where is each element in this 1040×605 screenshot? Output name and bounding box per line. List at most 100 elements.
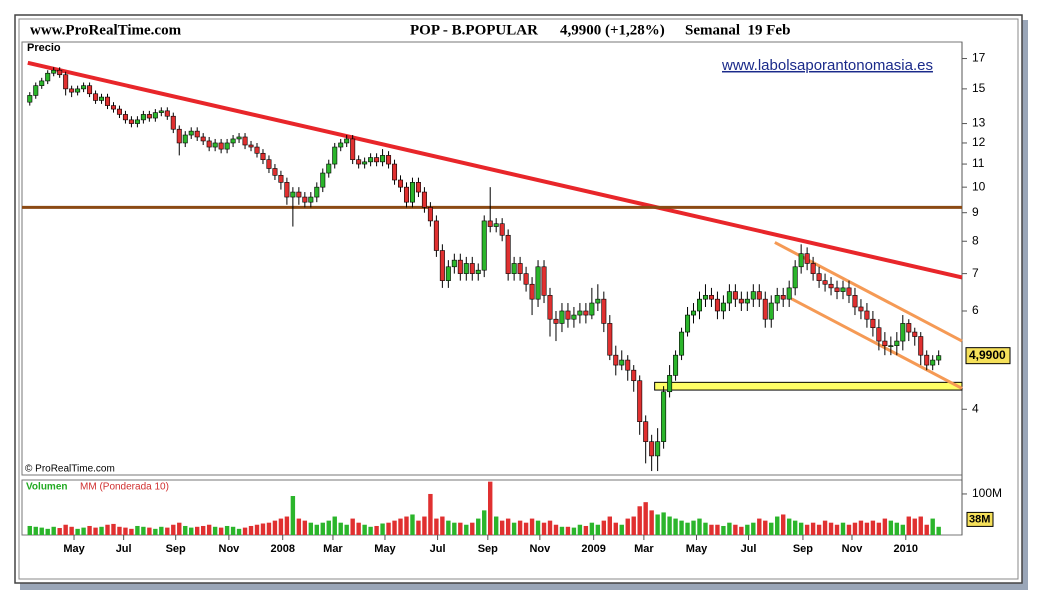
volume-bar [266, 522, 272, 535]
candle-body [140, 114, 146, 121]
candle-body [398, 179, 404, 188]
candle-body [451, 259, 457, 268]
volume-bar [517, 520, 523, 535]
ma-legend: MM (Ponderada 10) [80, 482, 169, 493]
candle-body [870, 318, 876, 329]
volume-bar [380, 523, 385, 535]
period: Semanal 19 Feb [685, 22, 790, 38]
volume-bar [278, 518, 284, 535]
volume-bar [284, 516, 290, 535]
candle-body [780, 295, 786, 300]
candle-body [206, 140, 212, 148]
candle-body [290, 191, 296, 198]
volume-bar [583, 525, 589, 535]
volume-bar [499, 520, 505, 535]
candle-body [27, 95, 33, 103]
volume-bar [703, 522, 708, 535]
volume-bar [523, 522, 529, 535]
candle-body [57, 69, 63, 76]
candle-body [577, 310, 583, 316]
volume-bar [625, 518, 630, 535]
volume-bar [918, 516, 923, 535]
volume-bar [900, 524, 906, 535]
candle-body [45, 72, 51, 82]
candle-body [386, 155, 392, 165]
candle-body [613, 354, 619, 366]
candle-body [469, 263, 475, 274]
candle-body [499, 223, 505, 236]
candle-body [146, 114, 152, 119]
volume-bar [852, 522, 858, 535]
candle-body [284, 182, 290, 198]
volume-last-label: 38M [969, 513, 990, 525]
candle-body [188, 130, 194, 136]
x-tick-label: Jul [116, 543, 132, 555]
candle-body [182, 134, 188, 144]
volume-bar [804, 524, 810, 535]
volume-bar [183, 525, 188, 535]
candle-body [344, 138, 350, 144]
volume-last-box [966, 511, 994, 527]
volume-bar [320, 522, 325, 535]
volume-bar [864, 522, 870, 535]
candle-body [912, 331, 918, 337]
volume-bar [691, 520, 696, 535]
candle-body [409, 182, 415, 203]
y-tick-label: 8 [972, 233, 979, 247]
candle-body [194, 130, 200, 138]
volume-bar [81, 527, 86, 535]
candle-body [816, 273, 822, 281]
volume-bar [290, 496, 296, 535]
volume-bar [930, 518, 935, 535]
candle-body [481, 220, 487, 271]
volume-bar [147, 527, 152, 535]
volume-bar [541, 522, 547, 535]
volume-bar [206, 524, 212, 535]
site: www.ProRealTime.com [30, 22, 182, 38]
volume-bar [69, 526, 74, 535]
candle-body [128, 119, 134, 124]
candle-body [702, 295, 708, 300]
candle-body [224, 142, 230, 150]
candle-body [368, 157, 374, 163]
y-tick-label: 10 [972, 179, 986, 193]
volume-bar [171, 524, 176, 535]
y-label: Precio [27, 42, 61, 54]
candle-body [667, 375, 673, 393]
last-price-label: 4,9900 [969, 348, 1006, 362]
x-tick-label: Jul [430, 543, 446, 555]
candle-body [619, 359, 625, 366]
candle-body [212, 142, 218, 148]
candle-body [906, 323, 912, 333]
volume-bar [828, 522, 834, 535]
volume-bar [798, 522, 804, 535]
volume-bar [350, 518, 355, 535]
candle-body [69, 88, 75, 93]
candle-body [63, 74, 69, 90]
candle-body [403, 186, 409, 203]
frame-inner [18, 18, 1019, 580]
volume-bar [27, 525, 32, 535]
volume-bar [57, 528, 62, 535]
volume-bar [105, 524, 110, 535]
candle-body [571, 314, 577, 320]
volume-bar [189, 527, 194, 535]
candle-body [308, 196, 314, 203]
volume-bar [906, 516, 911, 535]
volume-bar [308, 522, 314, 535]
candle-body [535, 266, 541, 300]
candle-body [637, 380, 643, 423]
volume-bar [446, 520, 451, 535]
volume-bar [876, 522, 882, 535]
candle-body [457, 259, 463, 274]
candle-body [99, 96, 105, 101]
volume-bar [637, 506, 642, 535]
candle-body [655, 441, 661, 457]
volume-bar [159, 526, 164, 535]
volume-bar [571, 527, 577, 535]
candle-body [362, 161, 368, 165]
chart-title: POP - B.POPULAR [410, 22, 538, 38]
volume-bar [936, 526, 941, 535]
volume-bar [739, 526, 744, 535]
candle-body [858, 306, 864, 312]
